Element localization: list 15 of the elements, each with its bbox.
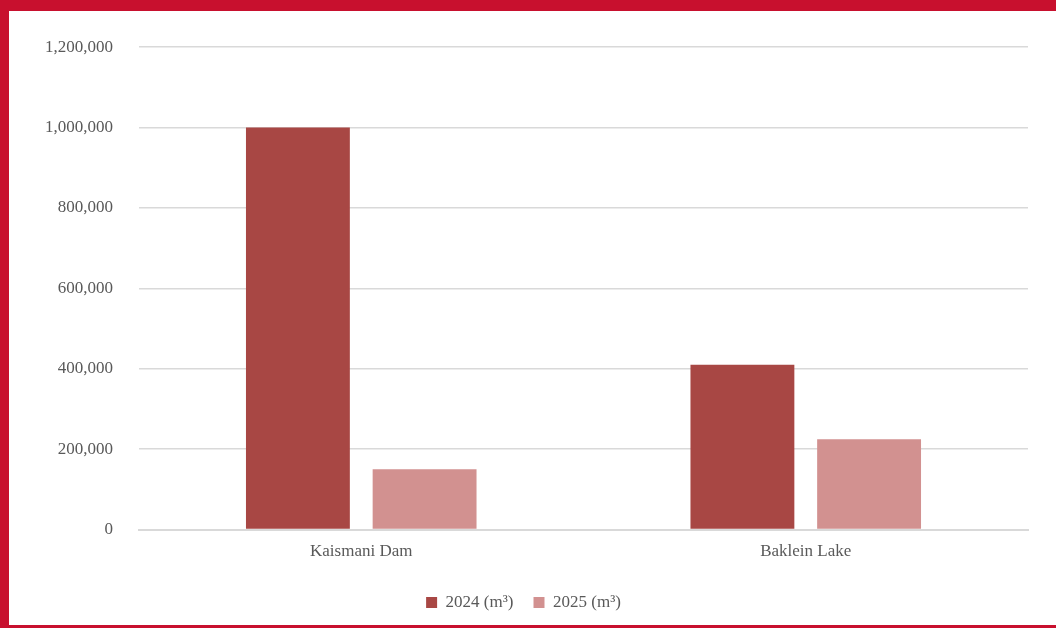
y-tick-label: 400,000 — [57, 358, 113, 378]
y-tick-label: 600,000 — [57, 277, 113, 297]
legend-label: 2024 (m³) — [445, 591, 514, 611]
y-tick-label: 0 — [104, 519, 113, 539]
x-tick-label: Kaismani Dam — [310, 541, 413, 561]
bar — [245, 127, 350, 529]
y-tick-label: 200,000 — [57, 438, 113, 458]
x-tick-label: Baklein Lake — [760, 541, 852, 561]
bar — [817, 439, 922, 529]
y-tick-label: 800,000 — [57, 197, 113, 217]
y-tick-label: 1,200,000 — [45, 36, 113, 56]
bar — [690, 364, 795, 529]
y-tick-label: 1,000,000 — [45, 117, 113, 137]
bar — [372, 469, 477, 529]
legend-label: 2025 (m³) — [553, 591, 621, 611]
